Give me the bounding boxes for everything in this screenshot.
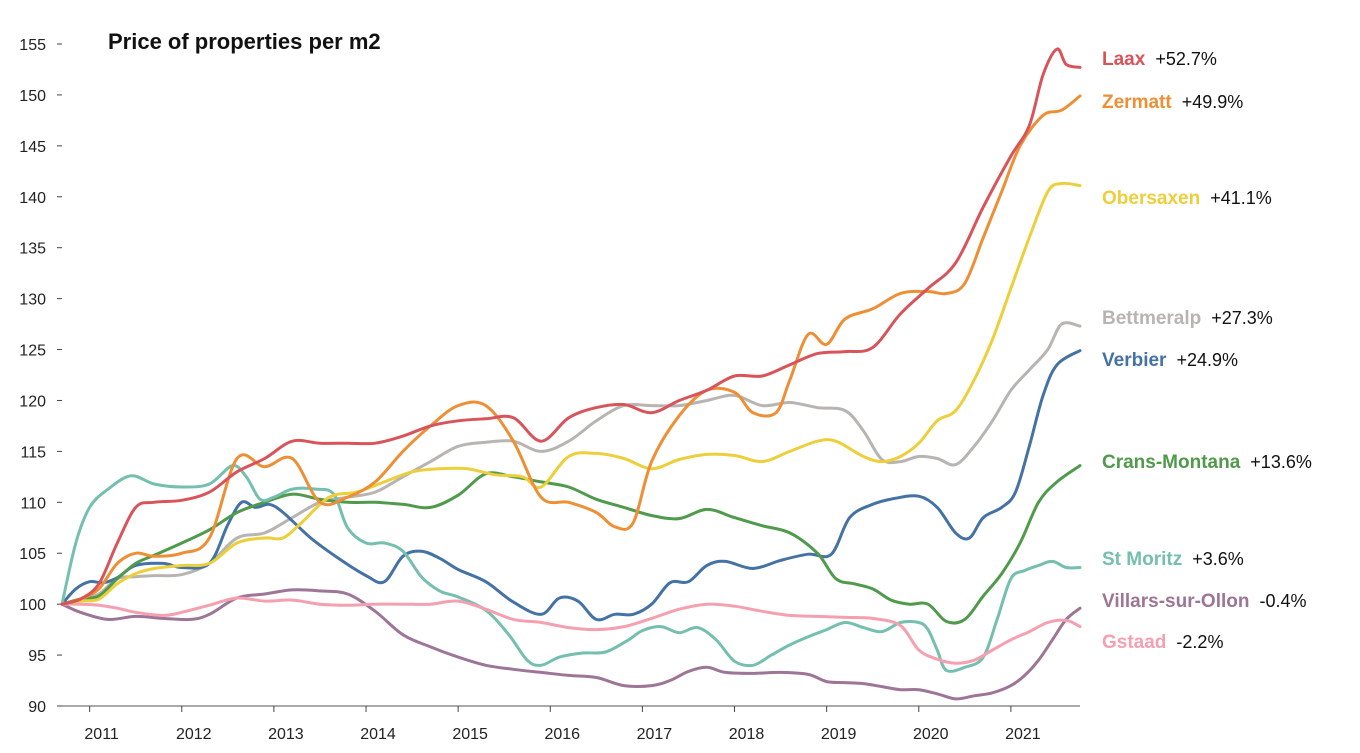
series-name: Obersaxen: [1102, 188, 1200, 209]
x-tick-label: 2014: [360, 726, 396, 743]
series-labels: Laax +52.7% Zermatt +49.9% Obersaxen +41.1% Be…: [1102, 49, 1312, 653]
series-label-crans-montana: Crans-Montana +13.6%: [1102, 452, 1312, 473]
x-tick-label: 2011: [84, 726, 119, 743]
x-tick-label: 2012: [176, 726, 212, 743]
series-label-gstaad: Gstaad -2.2%: [1102, 632, 1223, 653]
series-label-verbier: Verbier +24.9%: [1102, 350, 1238, 371]
x-tick-label: 2015: [452, 726, 488, 743]
series-line-st-moritz: [60, 464, 1082, 673]
series-change: +52.7%: [1155, 49, 1217, 69]
series-line-verbier: [60, 349, 1082, 622]
y-tick-label: 145: [19, 139, 46, 156]
y-tick-label: 130: [19, 292, 46, 309]
series-name: Bettmeralp: [1102, 308, 1201, 329]
chart-title: Price of properties per m2: [108, 29, 381, 54]
y-tick-label: 110: [20, 495, 46, 512]
series-change: +13.6%: [1250, 452, 1312, 472]
series-line-villars-sur-ollon: [60, 588, 1082, 701]
series-label-laax: Laax +52.7%: [1102, 49, 1217, 70]
series-name: Laax: [1102, 49, 1146, 70]
y-tick-label: 125: [19, 343, 46, 360]
series-line-zermatt: [60, 94, 1082, 606]
series-line-laax: [60, 47, 1082, 606]
x-tick-label: 2019: [821, 726, 857, 743]
series-name: Zermatt: [1102, 92, 1172, 113]
series-change: +27.3%: [1211, 308, 1273, 328]
series-name: Verbier: [1102, 350, 1167, 371]
series-line-crans-montana: [60, 464, 1082, 625]
series-change: +24.9%: [1176, 350, 1238, 370]
series-change: -2.2%: [1176, 632, 1223, 652]
y-tick-label: 155: [19, 37, 46, 54]
series-name: Villars-sur-Ollon: [1102, 591, 1249, 612]
y-tick-label: 140: [19, 190, 46, 207]
y-tick-label: 120: [19, 393, 46, 410]
series-label-villars-sur-ollon: Villars-sur-Ollon -0.4%: [1102, 591, 1307, 612]
series-label-zermatt: Zermatt +49.9%: [1102, 92, 1243, 113]
y-tick-label: 90: [28, 699, 46, 716]
x-tick-label: 2020: [913, 726, 949, 743]
series-change: -0.4%: [1259, 591, 1306, 611]
series-name: St Moritz: [1102, 549, 1182, 570]
series-line-obersaxen: [60, 181, 1082, 606]
y-tick-label: 105: [19, 546, 46, 563]
series-line-gstaad: [60, 596, 1082, 665]
y-tick-label: 100: [19, 597, 46, 614]
series-label-st-moritz: St Moritz +3.6%: [1102, 549, 1244, 570]
series-lines: [60, 47, 1082, 701]
y-tick-label: 115: [20, 444, 46, 461]
x-tick-label: 2016: [544, 726, 580, 743]
series-change: +49.9%: [1182, 92, 1244, 112]
y-tick-label: 135: [19, 241, 46, 258]
series-change: +41.1%: [1210, 188, 1272, 208]
x-tick-label: 2021: [1005, 726, 1041, 743]
y-axis: 90 95 100 105 110 115 120 125 130 135 140 145 150 155: [19, 37, 62, 716]
x-tick-label: 2017: [637, 726, 673, 743]
y-tick-label: 95: [28, 648, 46, 665]
x-tick-label: 2018: [729, 726, 765, 743]
series-change: +3.6%: [1192, 549, 1244, 569]
y-tick-label: 150: [19, 88, 46, 105]
x-tick-label: 2013: [268, 726, 304, 743]
x-axis: 2011 2012 2013 2014 2015 2016 2017 2018 2019 2020…: [84, 706, 1041, 743]
series-label-bettmeralp: Bettmeralp +27.3%: [1102, 308, 1273, 329]
series-label-obersaxen: Obersaxen +41.1%: [1102, 188, 1272, 209]
series-name: Gstaad: [1102, 632, 1166, 653]
series-name: Crans-Montana: [1102, 452, 1241, 473]
